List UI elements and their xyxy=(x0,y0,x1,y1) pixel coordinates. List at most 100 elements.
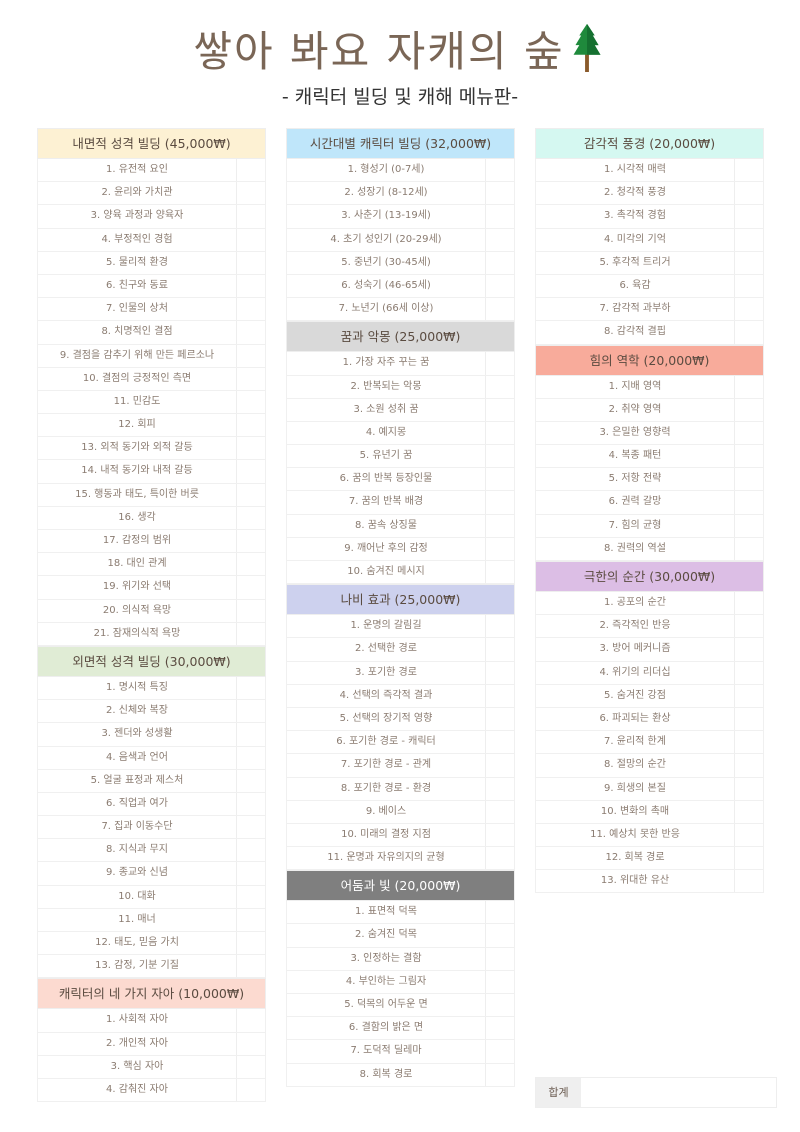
menu-item-check-cell[interactable] xyxy=(735,159,763,181)
menu-item-check-cell[interactable] xyxy=(735,778,763,800)
menu-item-check-cell[interactable] xyxy=(486,538,514,560)
menu-item-check-cell[interactable] xyxy=(237,816,265,838)
menu-item-check-cell[interactable] xyxy=(735,708,763,730)
menu-item-check-cell[interactable] xyxy=(237,1056,265,1078)
menu-item-check-cell[interactable] xyxy=(486,515,514,537)
menu-item-check-cell[interactable] xyxy=(486,1064,514,1086)
menu-item-check-cell[interactable] xyxy=(486,352,514,374)
menu-item-check-cell[interactable] xyxy=(735,685,763,707)
menu-item-check-cell[interactable] xyxy=(237,414,265,436)
menu-item-check-cell[interactable] xyxy=(237,770,265,792)
menu-item-check-cell[interactable] xyxy=(486,685,514,707)
menu-item-check-cell[interactable] xyxy=(237,1009,265,1031)
menu-item-check-cell[interactable] xyxy=(486,754,514,776)
menu-item-check-cell[interactable] xyxy=(237,862,265,884)
menu-item-check-cell[interactable] xyxy=(735,754,763,776)
menu-item-check-cell[interactable] xyxy=(237,205,265,227)
menu-item-check-cell[interactable] xyxy=(735,801,763,823)
menu-item-check-cell[interactable] xyxy=(486,824,514,846)
menu-item-check-cell[interactable] xyxy=(735,538,763,560)
menu-item-check-cell[interactable] xyxy=(486,924,514,946)
menu-item-check-cell[interactable] xyxy=(237,252,265,274)
menu-item-check-cell[interactable] xyxy=(486,971,514,993)
menu-item-check-cell[interactable] xyxy=(735,491,763,513)
menu-item-check-cell[interactable] xyxy=(237,700,265,722)
menu-item-check-cell[interactable] xyxy=(237,391,265,413)
menu-item-check-cell[interactable] xyxy=(486,948,514,970)
menu-item-check-cell[interactable] xyxy=(735,824,763,846)
menu-item-check-cell[interactable] xyxy=(735,182,763,204)
menu-item-check-cell[interactable] xyxy=(237,677,265,699)
menu-item-check-cell[interactable] xyxy=(237,298,265,320)
menu-item-check-cell[interactable] xyxy=(237,1033,265,1055)
menu-item-check-cell[interactable] xyxy=(486,182,514,204)
menu-item-check-cell[interactable] xyxy=(237,723,265,745)
menu-item-check-cell[interactable] xyxy=(237,229,265,251)
menu-item-check-cell[interactable] xyxy=(237,275,265,297)
menu-item-check-cell[interactable] xyxy=(735,592,763,614)
menu-item-check-cell[interactable] xyxy=(237,886,265,908)
menu-item-check-cell[interactable] xyxy=(486,561,514,583)
menu-item-check-cell[interactable] xyxy=(237,932,265,954)
menu-item-check-cell[interactable] xyxy=(735,321,763,343)
menu-item-check-cell[interactable] xyxy=(486,638,514,660)
menu-item-check-cell[interactable] xyxy=(735,252,763,274)
menu-item-check-cell[interactable] xyxy=(237,553,265,575)
menu-item-check-cell[interactable] xyxy=(237,793,265,815)
menu-item-check-cell[interactable] xyxy=(237,909,265,931)
menu-item-check-cell[interactable] xyxy=(237,460,265,482)
menu-item-check-cell[interactable] xyxy=(735,298,763,320)
menu-item-check-cell[interactable] xyxy=(486,1040,514,1062)
menu-item-check-cell[interactable] xyxy=(486,847,514,869)
menu-item-check-cell[interactable] xyxy=(735,615,763,637)
menu-item-check-cell[interactable] xyxy=(486,159,514,181)
menu-item-check-cell[interactable] xyxy=(237,321,265,343)
menu-item-check-cell[interactable] xyxy=(486,615,514,637)
menu-item-check-cell[interactable] xyxy=(735,422,763,444)
menu-item-check-cell[interactable] xyxy=(237,600,265,622)
menu-item-check-cell[interactable] xyxy=(735,376,763,398)
menu-item-check-cell[interactable] xyxy=(237,484,265,506)
menu-item-check-cell[interactable] xyxy=(237,368,265,390)
menu-item-check-cell[interactable] xyxy=(486,205,514,227)
menu-item-check-cell[interactable] xyxy=(486,298,514,320)
menu-item-check-cell[interactable] xyxy=(237,747,265,769)
menu-item-check-cell[interactable] xyxy=(486,708,514,730)
menu-item-check-cell[interactable] xyxy=(486,275,514,297)
menu-item-check-cell[interactable] xyxy=(486,422,514,444)
menu-item-check-cell[interactable] xyxy=(237,507,265,529)
menu-item-check-cell[interactable] xyxy=(486,229,514,251)
menu-item-check-cell[interactable] xyxy=(735,275,763,297)
menu-item-check-cell[interactable] xyxy=(735,870,763,892)
menu-item-check-cell[interactable] xyxy=(735,662,763,684)
menu-item-check-cell[interactable] xyxy=(237,576,265,598)
menu-item-check-cell[interactable] xyxy=(237,1079,265,1101)
menu-item-check-cell[interactable] xyxy=(486,1017,514,1039)
menu-item-check-cell[interactable] xyxy=(486,491,514,513)
menu-item-check-cell[interactable] xyxy=(486,399,514,421)
menu-item-check-cell[interactable] xyxy=(486,252,514,274)
menu-item-check-cell[interactable] xyxy=(735,205,763,227)
menu-item-check-cell[interactable] xyxy=(237,345,265,367)
menu-item-check-cell[interactable] xyxy=(486,468,514,490)
menu-item-check-cell[interactable] xyxy=(735,847,763,869)
menu-item-check-cell[interactable] xyxy=(486,901,514,923)
menu-item-check-cell[interactable] xyxy=(735,515,763,537)
menu-item-check-cell[interactable] xyxy=(486,778,514,800)
menu-item-check-cell[interactable] xyxy=(237,437,265,459)
menu-item-check-cell[interactable] xyxy=(486,994,514,1016)
menu-item-check-cell[interactable] xyxy=(735,399,763,421)
menu-item-check-cell[interactable] xyxy=(486,662,514,684)
menu-item-check-cell[interactable] xyxy=(735,731,763,753)
menu-item-check-cell[interactable] xyxy=(735,468,763,490)
menu-item-check-cell[interactable] xyxy=(735,445,763,467)
menu-item-check-cell[interactable] xyxy=(735,638,763,660)
menu-item-check-cell[interactable] xyxy=(735,229,763,251)
menu-item-check-cell[interactable] xyxy=(237,955,265,977)
menu-item-check-cell[interactable] xyxy=(237,182,265,204)
menu-item-check-cell[interactable] xyxy=(486,376,514,398)
total-value-field[interactable] xyxy=(581,1078,776,1107)
menu-item-check-cell[interactable] xyxy=(486,445,514,467)
menu-item-check-cell[interactable] xyxy=(237,159,265,181)
menu-item-check-cell[interactable] xyxy=(486,731,514,753)
